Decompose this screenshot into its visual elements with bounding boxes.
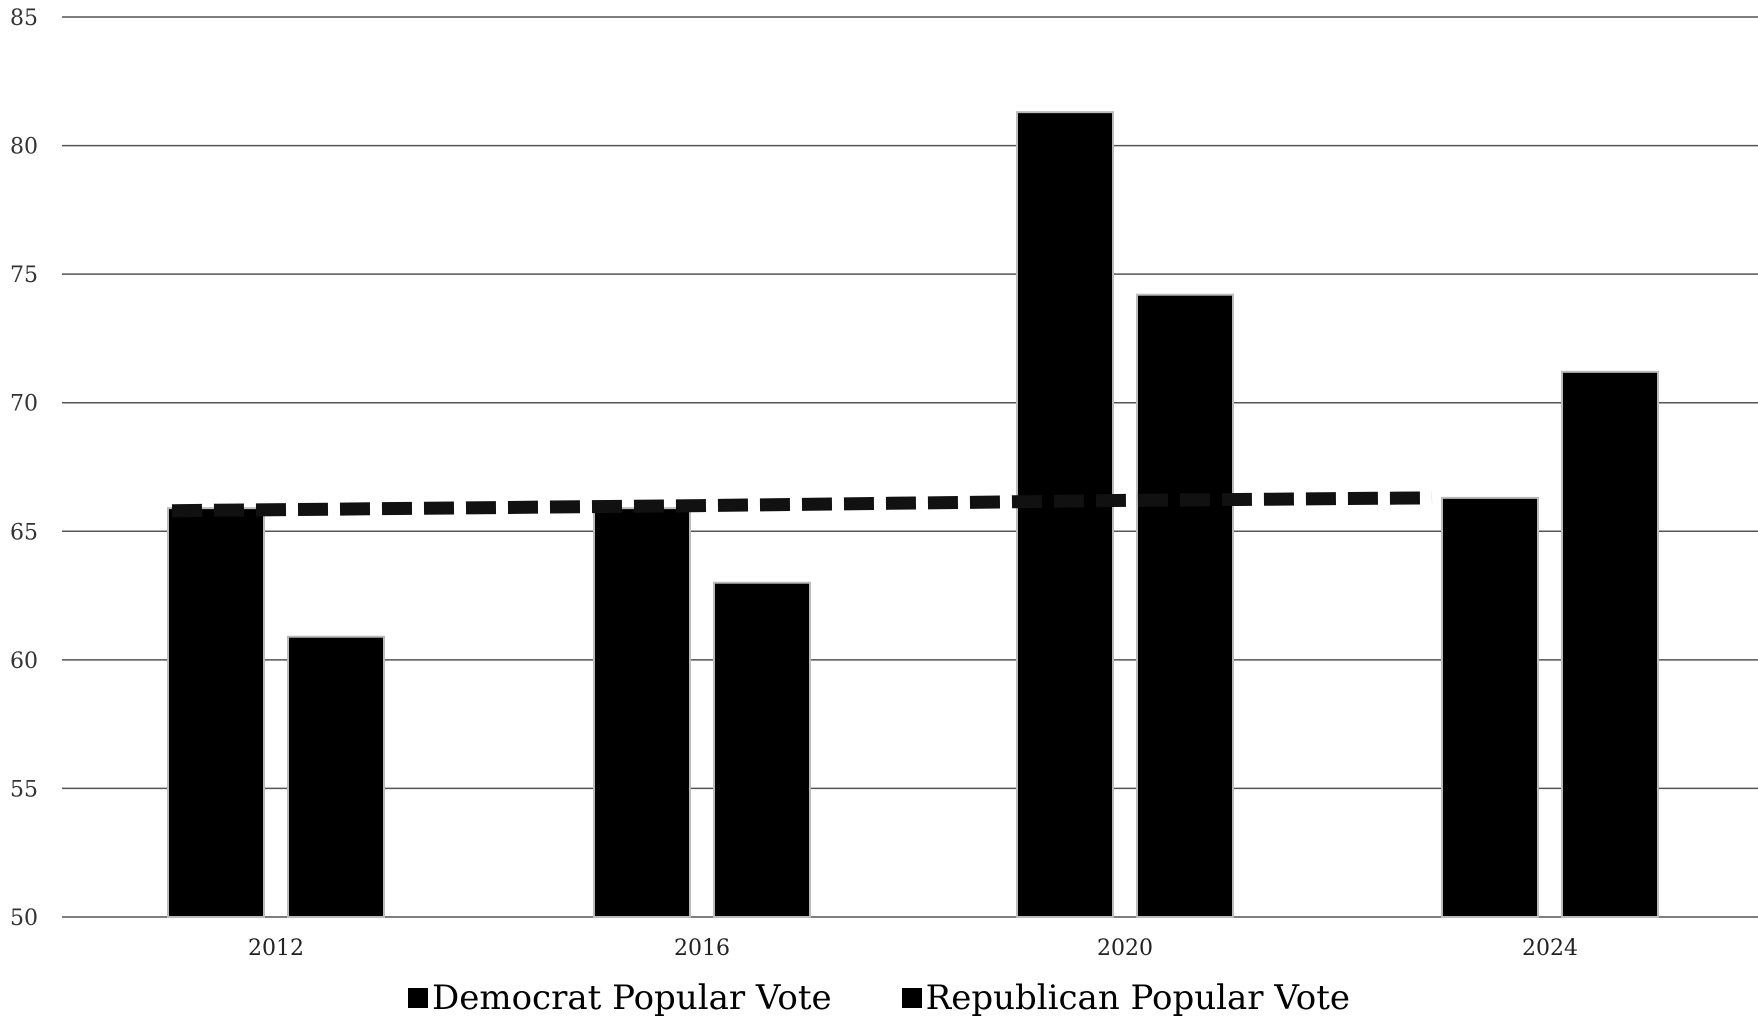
y-tick-label: 55 [10,777,38,802]
y-tick-label: 50 [10,906,38,931]
bar-republican-2016 [713,581,811,918]
reference-line [171,491,1433,518]
bar-republican-2024 [1561,370,1659,919]
bar-republican-2020 [1136,293,1234,918]
y-tick-label: 65 [10,520,38,545]
y-axis-ticks: 50 55 60 65 70 75 80 85 [10,6,38,931]
legend-label-republican: Republican Popular Vote [925,978,1351,1018]
y-tick-label: 75 [10,263,38,288]
y-tick-label: 70 [10,392,38,417]
legend-swatch-republican [901,988,922,1008]
x-tick-label: 2024 [1522,936,1578,961]
y-tick-label: 80 [10,135,38,160]
reference-line-path [171,491,1433,518]
legend: Democrat Popular Vote Republican Popular… [0,975,1758,1021]
legend-label-democrat: Democrat Popular Vote [431,978,832,1018]
bar-republican-2012 [287,635,385,918]
x-axis-ticks: 2012 2016 2020 2024 [248,936,1578,961]
y-tick-label: 60 [10,649,38,674]
legend-item-republican: Republican Popular Vote [901,978,1351,1018]
bar-democrat-2016 [593,507,691,918]
x-tick-label: 2020 [1097,936,1153,961]
x-tick-label: 2012 [248,936,304,961]
bars [167,111,1659,919]
bar-democrat-2012 [167,507,265,918]
bar-democrat-2020 [1016,111,1114,918]
legend-item-democrat: Democrat Popular Vote [407,978,832,1018]
y-tick-label: 85 [10,6,38,31]
bar-chart: 50 55 60 65 70 75 80 85 2012 2016 2020 2024 [10,6,1758,961]
legend-swatch-democrat [407,988,428,1008]
bar-democrat-2024 [1441,496,1539,918]
x-tick-label: 2016 [674,936,730,961]
